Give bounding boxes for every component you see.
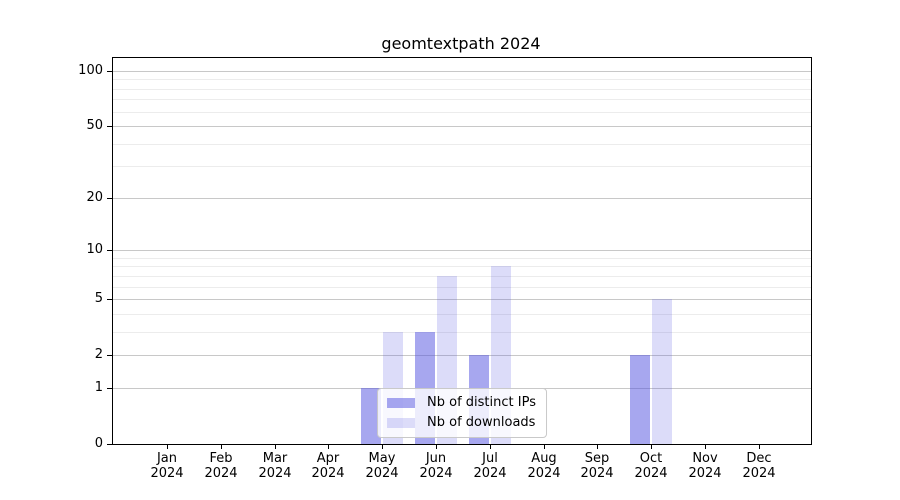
xtick-label-year-mar: 2024: [258, 466, 292, 481]
xtick-label-month-jan: Jan: [156, 451, 178, 466]
xtick-jul: [490, 445, 491, 449]
xtick-label-month-sep: Sep: [584, 451, 610, 466]
xtick-label-month-oct: Oct: [639, 451, 663, 466]
xtick-label-month-aug: Aug: [531, 451, 557, 466]
xtick-label-year-sep: 2024: [580, 466, 614, 481]
ytick-label-y10: 10: [86, 242, 103, 257]
xtick-label-year-may: 2024: [365, 466, 399, 481]
xtick-label-month-may: May: [368, 451, 396, 466]
gridline-minor-y9: [113, 258, 811, 259]
ytick-y10: [107, 250, 112, 251]
xtick-label-year-jun: 2024: [419, 466, 453, 481]
xtick-label-month-nov: Nov: [692, 451, 718, 466]
xtick-dec: [759, 445, 760, 449]
xtick-label-year-dec: 2024: [742, 466, 776, 481]
xtick-label-feb: Feb 2024: [181, 451, 261, 481]
xtick-apr: [328, 445, 329, 449]
gridline-minor-y90: [113, 79, 811, 80]
xtick-feb: [221, 445, 222, 449]
xtick-label-month-jul: Jul: [482, 451, 498, 466]
ytick-y2: [107, 355, 112, 356]
gridline-major-y50: [113, 126, 811, 127]
xtick-label-year-feb: 2024: [204, 466, 238, 481]
bar-nb-of-downloads-oct: [652, 299, 672, 444]
xtick-oct: [651, 445, 652, 449]
xtick-label-nov: Nov 2024: [665, 451, 745, 481]
gridline-major-y5: [113, 299, 811, 300]
ytick-y100: [107, 71, 112, 72]
xtick-label-month-dec: Dec: [746, 451, 772, 466]
ytick-label-y2: 2: [94, 347, 103, 362]
xtick-label-year-apr: 2024: [311, 466, 345, 481]
xtick-label-aug: Aug 2024: [504, 451, 584, 481]
xtick-sep: [597, 445, 598, 449]
ytick-label-y20: 20: [86, 190, 103, 205]
xtick-aug: [544, 445, 545, 449]
xtick-label-year-oct: 2024: [634, 466, 668, 481]
xtick-label-year-nov: 2024: [688, 466, 722, 481]
xtick-label-jul: Jul 2024: [450, 451, 530, 481]
gridline-major-y100: [113, 71, 811, 72]
ytick-label-y100: 100: [78, 63, 103, 78]
gridline-minor-y7: [113, 276, 811, 277]
xtick-label-year-aug: 2024: [527, 466, 561, 481]
gridline-major-y20: [113, 198, 811, 199]
legend-swatch-downloads: [387, 418, 416, 428]
xtick-label-month-mar: Mar: [262, 451, 288, 466]
xtick-jan: [167, 445, 168, 449]
gridline-minor-y60: [113, 112, 811, 113]
legend: Nb of distinct IPs Nb of downloads: [377, 388, 547, 438]
xtick-label-month-feb: Feb: [209, 451, 233, 466]
xtick-label-jun: Jun 2024: [396, 451, 476, 481]
gridline-minor-y6: [113, 287, 811, 288]
plot-area: Nb of distinct IPs Nb of downloads: [112, 57, 812, 445]
chart-title: geomtextpath 2024: [381, 34, 541, 53]
ytick-y5: [107, 299, 112, 300]
xtick-label-year-jul: 2024: [473, 466, 507, 481]
ytick-label-y1: 1: [94, 380, 103, 395]
gridline-minor-y8: [113, 266, 811, 267]
gridline-minor-y80: [113, 89, 811, 90]
ytick-label-y0: 0: [94, 436, 103, 451]
ytick-label-y5: 5: [94, 291, 103, 306]
xtick-label-may: May 2024: [342, 451, 422, 481]
legend-label-distinct-ips: Nb of distinct IPs: [427, 395, 536, 410]
xtick-nov: [705, 445, 706, 449]
xtick-label-mar: Mar 2024: [235, 451, 315, 481]
gridline-minor-y4: [113, 314, 811, 315]
xtick-label-apr: Apr 2024: [288, 451, 368, 481]
gridline-major-y10: [113, 250, 811, 251]
legend-swatch-distinct-ips: [387, 398, 416, 408]
gridline-minor-y40: [113, 144, 811, 145]
legend-row-distinct-ips: Nb of distinct IPs: [387, 395, 536, 411]
xtick-label-sep: Sep 2024: [557, 451, 637, 481]
bar-nb-of-distinct-ips-oct: [630, 355, 650, 444]
ytick-y20: [107, 198, 112, 199]
xtick-mar: [275, 445, 276, 449]
gridline-minor-y70: [113, 99, 811, 100]
gridline-minor-y3: [113, 332, 811, 333]
xtick-label-dec: Dec 2024: [719, 451, 799, 481]
bar-nb-of-distinct-ips-may: [361, 388, 381, 444]
xtick-label-month-jun: Jun: [425, 451, 447, 466]
xtick-label-oct: Oct 2024: [611, 451, 691, 481]
xtick-jun: [436, 445, 437, 449]
xtick-label-month-apr: Apr: [316, 451, 340, 466]
gridline-major-y2: [113, 355, 811, 356]
legend-label-downloads: Nb of downloads: [427, 415, 536, 430]
ytick-label-y50: 50: [86, 118, 103, 133]
xtick-label-jan: Jan 2024: [127, 451, 207, 481]
xtick-label-year-jan: 2024: [150, 466, 184, 481]
xtick-may: [382, 445, 383, 449]
gridline-minor-y30: [113, 166, 811, 167]
ytick-y1: [107, 388, 112, 389]
legend-row-downloads: Nb of downloads: [387, 415, 536, 431]
ytick-y0: [107, 444, 112, 445]
ytick-y50: [107, 126, 112, 127]
